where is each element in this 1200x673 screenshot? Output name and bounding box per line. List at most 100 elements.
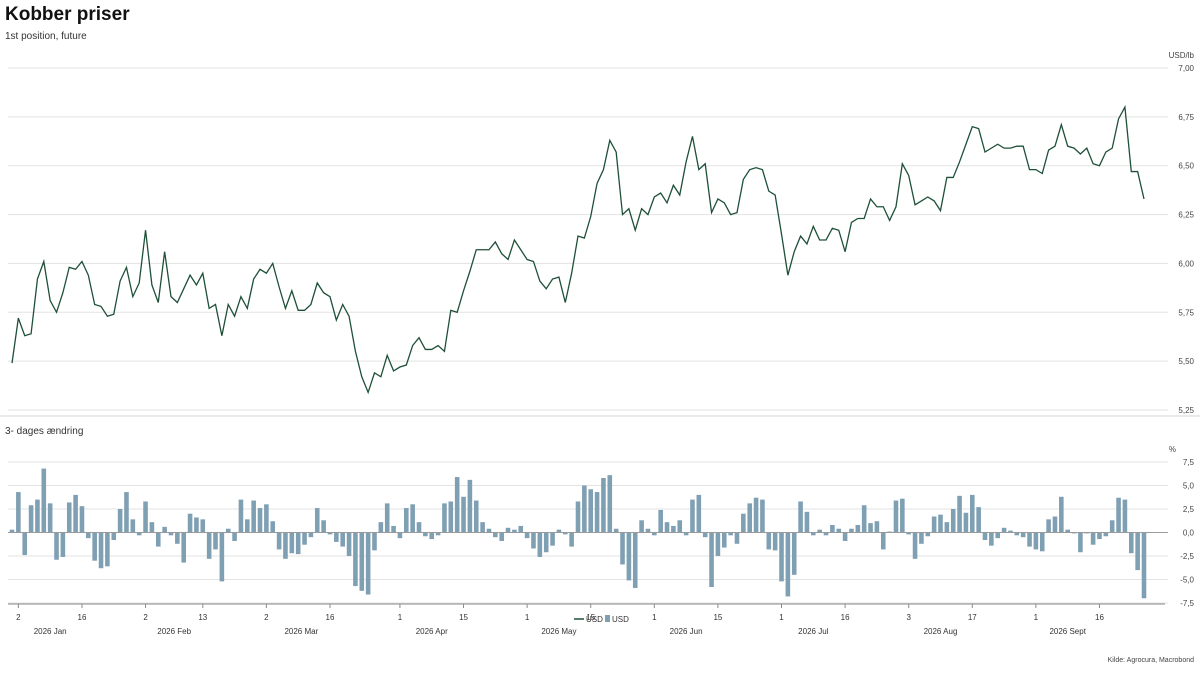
change-bar: [206, 532, 212, 559]
change-bar: [944, 522, 950, 533]
change-bar: [868, 523, 873, 533]
x-tick-label: 3: [906, 613, 911, 622]
change-bar: [677, 520, 683, 533]
change-bar: [321, 520, 326, 533]
chart-subtitle: 1st position, future: [5, 31, 87, 42]
change-bar: [842, 532, 848, 541]
x-tick-label: 1: [779, 613, 784, 622]
change-bar: [982, 532, 988, 541]
change-bar: [1046, 519, 1051, 533]
price-tick-label: 6,25: [1178, 211, 1194, 220]
change-bar: [721, 532, 727, 548]
change-bar: [1103, 532, 1109, 537]
x-tick-label: 16: [1095, 613, 1104, 622]
change-bar: [1128, 532, 1134, 554]
legend-bar-swatch: [605, 615, 610, 622]
x-tick-label: 15: [586, 613, 595, 622]
x-tick-label: 1: [525, 613, 530, 622]
change-tick-label: 5,0: [1183, 482, 1195, 491]
change-bar: [1109, 520, 1115, 533]
chart-title: Kobber priser: [5, 4, 130, 25]
change-bar: [607, 475, 613, 533]
change-bar: [791, 532, 797, 575]
change-bar: [9, 529, 15, 533]
change-bar: [283, 532, 288, 559]
change-axis-unit: %: [1169, 445, 1176, 454]
price-tick-label: 6,75: [1178, 113, 1194, 122]
legend: USD USD: [574, 615, 629, 624]
change-bar: [384, 503, 390, 533]
change-bar: [582, 485, 587, 533]
price-tick-label: 7,00: [1178, 64, 1194, 73]
change-bar: [435, 532, 441, 536]
change-bar: [760, 499, 765, 533]
change-bar: [168, 532, 174, 536]
change-bar: [1001, 527, 1007, 533]
change-bar: [639, 520, 644, 533]
change-bar: [124, 492, 129, 533]
change-bar: [785, 532, 791, 597]
change-bar: [149, 522, 155, 533]
change-bar: [594, 492, 600, 533]
change-panel-title: 3- dages ændring: [5, 426, 83, 437]
change-bar: [372, 532, 377, 551]
change-bar: [709, 532, 714, 588]
x-month-label: 2026 Feb: [157, 627, 191, 636]
change-bar: [251, 500, 256, 533]
change-bar: [397, 532, 403, 539]
change-bar: [1065, 529, 1070, 533]
change-bar: [970, 494, 975, 533]
change-bar: [480, 522, 485, 533]
change-bar: [429, 532, 435, 540]
change-bar: [817, 529, 822, 533]
change-bar: [620, 532, 625, 565]
x-tick-label: 2: [264, 613, 269, 622]
price-gridlines: [8, 67, 1168, 411]
change-bar: [391, 525, 396, 533]
change-bar: [473, 500, 479, 533]
x-tick-label: 1: [652, 613, 657, 622]
x-tick-label: 2: [16, 613, 21, 622]
change-bar: [588, 489, 594, 533]
price-tick-label: 5,25: [1178, 406, 1194, 415]
x-axis-ticks: 2 16 2 13 2 16 1 15 1 15 1 15 1 16 3 17 1 16: [16, 604, 1104, 622]
change-bar: [225, 528, 231, 533]
x-tick-label: 13: [198, 613, 207, 622]
change-bar: [181, 532, 186, 563]
change-bar: [499, 532, 504, 541]
change-bar: [308, 532, 314, 538]
change-bar: [823, 532, 829, 536]
change-bar: [1052, 516, 1058, 533]
change-bar: [200, 519, 206, 533]
change-bar: [16, 492, 21, 533]
change-bar: [22, 532, 28, 556]
change-bar: [741, 513, 746, 533]
change-bar: [1116, 497, 1121, 533]
change-bar: [448, 501, 454, 533]
x-tick-label: 15: [459, 613, 468, 622]
change-bar: [187, 513, 193, 533]
change-bar: [550, 532, 555, 546]
change-bar: [289, 532, 295, 554]
change-bar: [766, 532, 772, 550]
change-bar: [327, 532, 333, 535]
change-bar: [931, 516, 937, 533]
change-bar: [518, 525, 524, 533]
change-bar: [562, 532, 568, 535]
change-bar: [41, 468, 47, 533]
source-note: Kilde: Agrocura, Macrobond: [1108, 657, 1194, 664]
change-bar: [912, 532, 918, 559]
change-bar: [54, 532, 59, 560]
change-tick-label: 7,5: [1183, 458, 1195, 467]
change-bar: [601, 477, 606, 533]
change-bar: [334, 532, 339, 542]
change-axis-ticks: -7,5 -5,0 -2,5 0,0 2,5 5,0 7,5: [1180, 458, 1194, 608]
change-bar: [1033, 532, 1039, 550]
change-bar: [1097, 532, 1102, 540]
change-bar: [245, 519, 250, 533]
change-bar: [938, 514, 943, 533]
price-series-line: [11, 104, 1145, 395]
change-bar: [105, 532, 110, 567]
change-bar: [461, 496, 466, 533]
